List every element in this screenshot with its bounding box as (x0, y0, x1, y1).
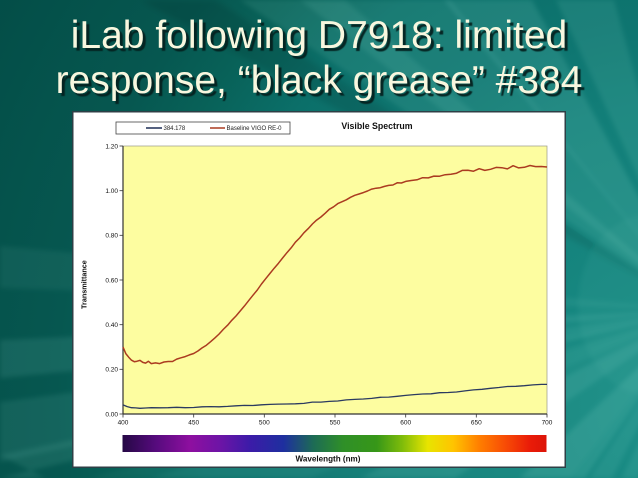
svg-text:450: 450 (188, 420, 199, 427)
svg-text:600: 600 (400, 420, 411, 427)
svg-text:0.00: 0.00 (105, 411, 118, 418)
svg-text:1.00: 1.00 (105, 188, 118, 195)
svg-text:0.60: 0.60 (105, 277, 118, 284)
svg-text:1.20: 1.20 (105, 143, 118, 150)
svg-text:500: 500 (259, 420, 270, 427)
svg-text:700: 700 (542, 420, 553, 427)
svg-text:Baseline VIGO RE-0: Baseline VIGO RE-0 (227, 126, 283, 132)
svg-text:550: 550 (330, 420, 341, 427)
svg-text:0.80: 0.80 (105, 233, 118, 240)
svg-text:Transmittance: Transmittance (80, 260, 89, 309)
svg-text:0.20: 0.20 (105, 367, 118, 374)
svg-text:384.178: 384.178 (164, 126, 186, 132)
svg-text:0.40: 0.40 (105, 322, 118, 329)
svg-text:Wavelength (nm): Wavelength (nm) (296, 455, 361, 464)
svg-text:400: 400 (118, 420, 129, 427)
svg-text:650: 650 (471, 420, 482, 427)
svg-text:Visible Spectrum: Visible Spectrum (341, 121, 412, 131)
